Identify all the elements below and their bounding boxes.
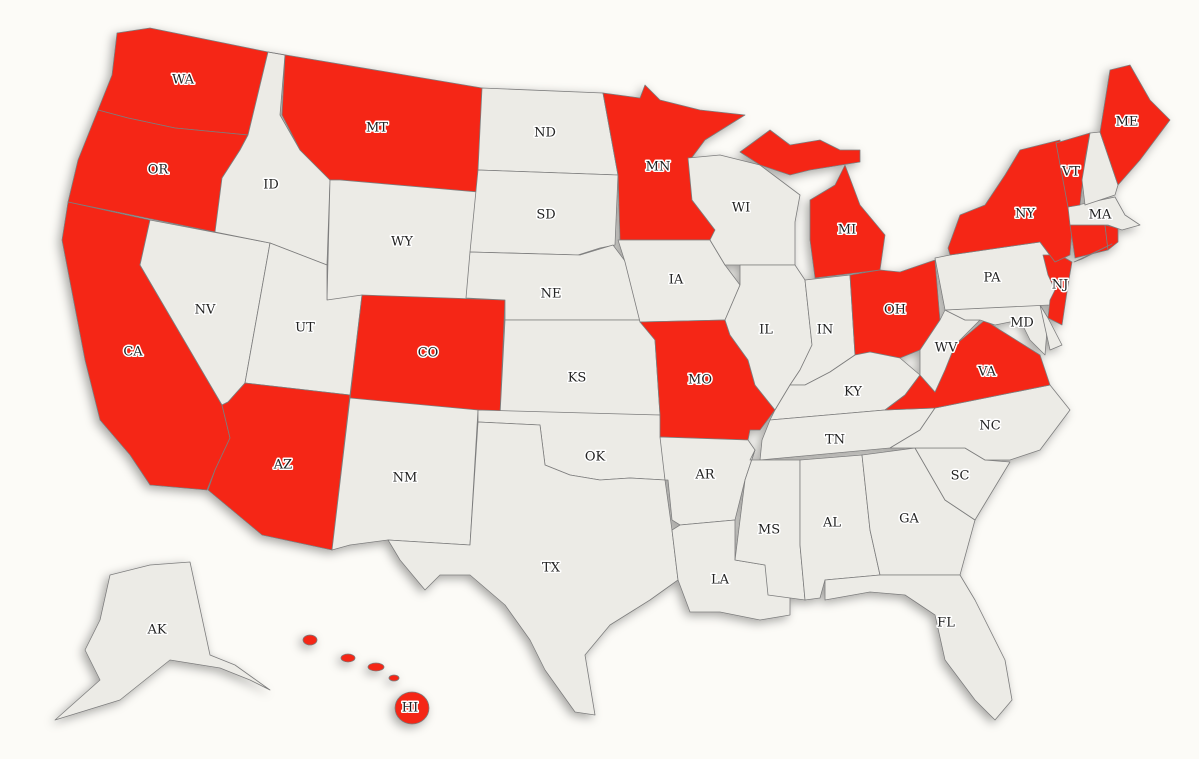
state-me[interactable]: [1099, 64, 1171, 186]
state-shape[interactable]: [54, 561, 271, 721]
state-shape[interactable]: [1067, 196, 1141, 231]
state-shape[interactable]: [1099, 64, 1171, 186]
state-shape[interactable]: [919, 309, 981, 393]
state-shape[interactable]: [469, 169, 619, 256]
state-ma[interactable]: [1067, 196, 1141, 231]
state-shape[interactable]: [207, 382, 351, 551]
state-shape[interactable]: [1069, 224, 1109, 259]
state-wv[interactable]: [919, 309, 981, 393]
state-ky[interactable]: [769, 351, 921, 421]
island-shape[interactable]: [388, 674, 400, 682]
state-shape[interactable]: [387, 421, 679, 716]
state-az[interactable]: [207, 382, 351, 551]
state-shape[interactable]: [331, 397, 479, 551]
state-shape[interactable]: [769, 351, 921, 421]
state-shape[interactable]: [671, 519, 791, 621]
state-shape[interactable]: [889, 384, 1071, 461]
state-co[interactable]: [349, 294, 506, 416]
state-ks[interactable]: [499, 319, 661, 416]
state-shape[interactable]: [739, 129, 861, 176]
state-sd[interactable]: [469, 169, 619, 256]
state-va[interactable]: [884, 319, 1051, 411]
state-shape[interactable]: [1042, 254, 1073, 326]
island-shape[interactable]: [394, 691, 430, 725]
island-shape[interactable]: [302, 634, 318, 646]
state-shape[interactable]: [1039, 304, 1063, 351]
state-shape[interactable]: [349, 294, 506, 416]
state-shape[interactable]: [809, 164, 886, 279]
state-shape[interactable]: [884, 319, 1051, 411]
state-fl[interactable]: [824, 574, 1013, 721]
state-ct[interactable]: [1069, 224, 1109, 259]
state-ak[interactable]: [54, 561, 271, 721]
state-shape[interactable]: [326, 179, 479, 313]
state-nj[interactable]: [1042, 254, 1073, 326]
state-mi[interactable]: [739, 129, 886, 279]
state-nd[interactable]: [477, 87, 619, 176]
state-tx[interactable]: [387, 421, 679, 716]
state-ny[interactable]: [947, 139, 1073, 263]
island-shape[interactable]: [340, 653, 356, 663]
state-shape[interactable]: [947, 139, 1073, 263]
state-shape[interactable]: [477, 87, 619, 176]
state-wy[interactable]: [326, 179, 479, 313]
island-shape[interactable]: [367, 662, 385, 672]
state-de[interactable]: [1039, 304, 1063, 351]
state-shape[interactable]: [499, 319, 661, 416]
state-shape[interactable]: [824, 574, 1013, 721]
state-nm[interactable]: [331, 397, 479, 551]
state-la[interactable]: [671, 519, 791, 621]
long-island-shape[interactable]: [1073, 243, 1113, 263]
state-hi[interactable]: [302, 634, 430, 725]
state-nc[interactable]: [889, 384, 1071, 461]
